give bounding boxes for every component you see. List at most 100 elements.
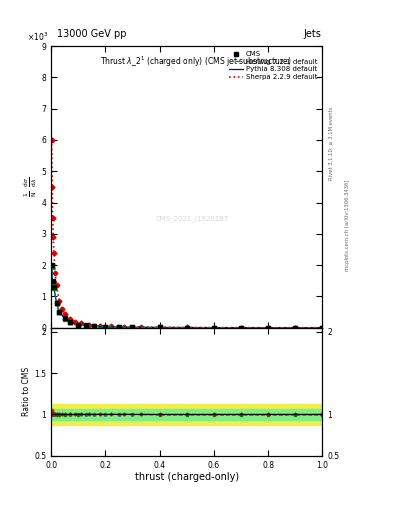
CMS	[50, 278, 55, 284]
Herwig 7.2.1 default	[116, 324, 121, 330]
CMS	[57, 309, 62, 315]
Pythia 8.308 default	[157, 325, 162, 331]
Sherpa 2.2.9 default	[51, 249, 56, 255]
CMS	[49, 262, 54, 268]
Herwig 7.2.1 default	[62, 315, 67, 322]
CMS	[103, 324, 108, 330]
Text: Jets: Jets	[304, 29, 321, 39]
CMS	[116, 324, 121, 330]
Herwig 7.2.1 default	[50, 279, 55, 285]
Sherpa 2.2.9 default	[51, 234, 56, 240]
CMS	[84, 323, 89, 329]
Sherpa 2.2.9 default	[79, 320, 83, 326]
CMS	[130, 324, 135, 330]
Sherpa 2.2.9 default	[157, 324, 162, 330]
Herwig 7.2.1 default	[57, 309, 62, 315]
Sherpa 2.2.9 default	[122, 324, 127, 330]
CMS	[54, 300, 59, 306]
Text: $\times10^3$: $\times10^3$	[27, 31, 48, 43]
CMS	[320, 325, 325, 331]
Pythia 8.308 default	[57, 309, 62, 315]
Pythia 8.308 default	[116, 324, 121, 330]
Herwig 7.2.1 default	[157, 325, 162, 331]
Text: Thrust $\lambda\_2^1$ (charged only) (CMS jet substructure): Thrust $\lambda\_2^1$ (charged only) (CM…	[100, 55, 291, 69]
Sherpa 2.2.9 default	[50, 184, 55, 190]
Herwig 7.2.1 default	[51, 285, 56, 291]
X-axis label: thrust (charged-only): thrust (charged-only)	[135, 472, 239, 482]
CMS	[239, 325, 243, 331]
Legend: CMS, Herwig 7.2.1 default, Pythia 8.308 default, Sherpa 2.2.9 default: CMS, Herwig 7.2.1 default, Pythia 8.308 …	[228, 50, 319, 81]
Sherpa 2.2.9 default	[184, 325, 189, 331]
Herwig 7.2.1 default	[239, 325, 243, 331]
Herwig 7.2.1 default	[293, 325, 298, 331]
Pythia 8.308 default	[293, 325, 298, 331]
Sherpa 2.2.9 default	[60, 306, 64, 312]
Sherpa 2.2.9 default	[97, 323, 102, 329]
Herwig 7.2.1 default	[130, 324, 135, 330]
Herwig 7.2.1 default	[211, 325, 216, 331]
Pythia 8.308 default	[266, 325, 270, 331]
CMS	[62, 315, 67, 322]
Herwig 7.2.1 default	[320, 325, 325, 331]
Sherpa 2.2.9 default	[266, 325, 270, 331]
Pythia 8.308 default	[184, 325, 189, 331]
Pythia 8.308 default	[62, 315, 67, 322]
Sherpa 2.2.9 default	[53, 270, 57, 276]
Pythia 8.308 default	[49, 263, 54, 269]
Sherpa 2.2.9 default	[108, 324, 113, 330]
Sherpa 2.2.9 default	[320, 325, 325, 331]
Sherpa 2.2.9 default	[62, 310, 67, 316]
CMS	[211, 325, 216, 331]
Line: Herwig 7.2.1 default: Herwig 7.2.1 default	[51, 267, 322, 328]
Sherpa 2.2.9 default	[293, 325, 298, 331]
Text: 13000 GeV pp: 13000 GeV pp	[57, 29, 127, 39]
CMS	[266, 325, 270, 331]
Pythia 8.308 default	[92, 323, 97, 329]
Sherpa 2.2.9 default	[68, 316, 72, 322]
CMS	[51, 284, 56, 290]
Pythia 8.308 default	[320, 325, 325, 331]
Text: Rivet 3.1.10; ≥ 3.1M events: Rivet 3.1.10; ≥ 3.1M events	[329, 106, 334, 180]
Y-axis label: $\frac{1}{\mathrm{N}}$  $\frac{\mathrm{d}\sigma}{\mathrm{d}\lambda}$: $\frac{1}{\mathrm{N}}$ $\frac{\mathrm{d}…	[22, 177, 39, 197]
Sherpa 2.2.9 default	[50, 215, 55, 221]
Line: Pythia 8.308 default: Pythia 8.308 default	[51, 266, 322, 328]
Herwig 7.2.1 default	[92, 323, 97, 329]
CMS	[92, 323, 97, 329]
Pythia 8.308 default	[211, 325, 216, 331]
Sherpa 2.2.9 default	[54, 283, 59, 289]
Y-axis label: Ratio to CMS: Ratio to CMS	[22, 367, 31, 416]
Line: Sherpa 2.2.9 default: Sherpa 2.2.9 default	[51, 140, 322, 328]
CMS	[293, 325, 298, 331]
Text: CMS_2021_I1920187: CMS_2021_I1920187	[156, 216, 229, 222]
Herwig 7.2.1 default	[184, 325, 189, 331]
Herwig 7.2.1 default	[84, 323, 89, 329]
Sherpa 2.2.9 default	[211, 325, 216, 331]
CMS	[157, 325, 162, 331]
Herwig 7.2.1 default	[49, 264, 54, 270]
Herwig 7.2.1 default	[68, 319, 72, 326]
Sherpa 2.2.9 default	[49, 137, 54, 143]
Pythia 8.308 default	[68, 319, 72, 325]
Text: mcplots.cern.ch [arXiv:1306.3436]: mcplots.cern.ch [arXiv:1306.3436]	[345, 180, 350, 271]
Sherpa 2.2.9 default	[138, 324, 143, 330]
Pythia 8.308 default	[84, 323, 89, 329]
Sherpa 2.2.9 default	[57, 298, 62, 304]
Sherpa 2.2.9 default	[87, 322, 92, 328]
Herwig 7.2.1 default	[266, 325, 270, 331]
Pythia 8.308 default	[51, 284, 56, 290]
CMS	[184, 325, 189, 331]
Pythia 8.308 default	[103, 324, 108, 330]
Herwig 7.2.1 default	[54, 300, 59, 306]
Herwig 7.2.1 default	[103, 324, 108, 330]
CMS	[68, 319, 72, 325]
Pythia 8.308 default	[50, 279, 55, 285]
Pythia 8.308 default	[54, 300, 59, 306]
Line: CMS: CMS	[50, 263, 324, 330]
CMS	[76, 322, 81, 328]
Sherpa 2.2.9 default	[239, 325, 243, 331]
Pythia 8.308 default	[130, 324, 135, 330]
Pythia 8.308 default	[239, 325, 243, 331]
Pythia 8.308 default	[76, 322, 81, 328]
Sherpa 2.2.9 default	[73, 318, 78, 325]
Herwig 7.2.1 default	[76, 322, 81, 328]
